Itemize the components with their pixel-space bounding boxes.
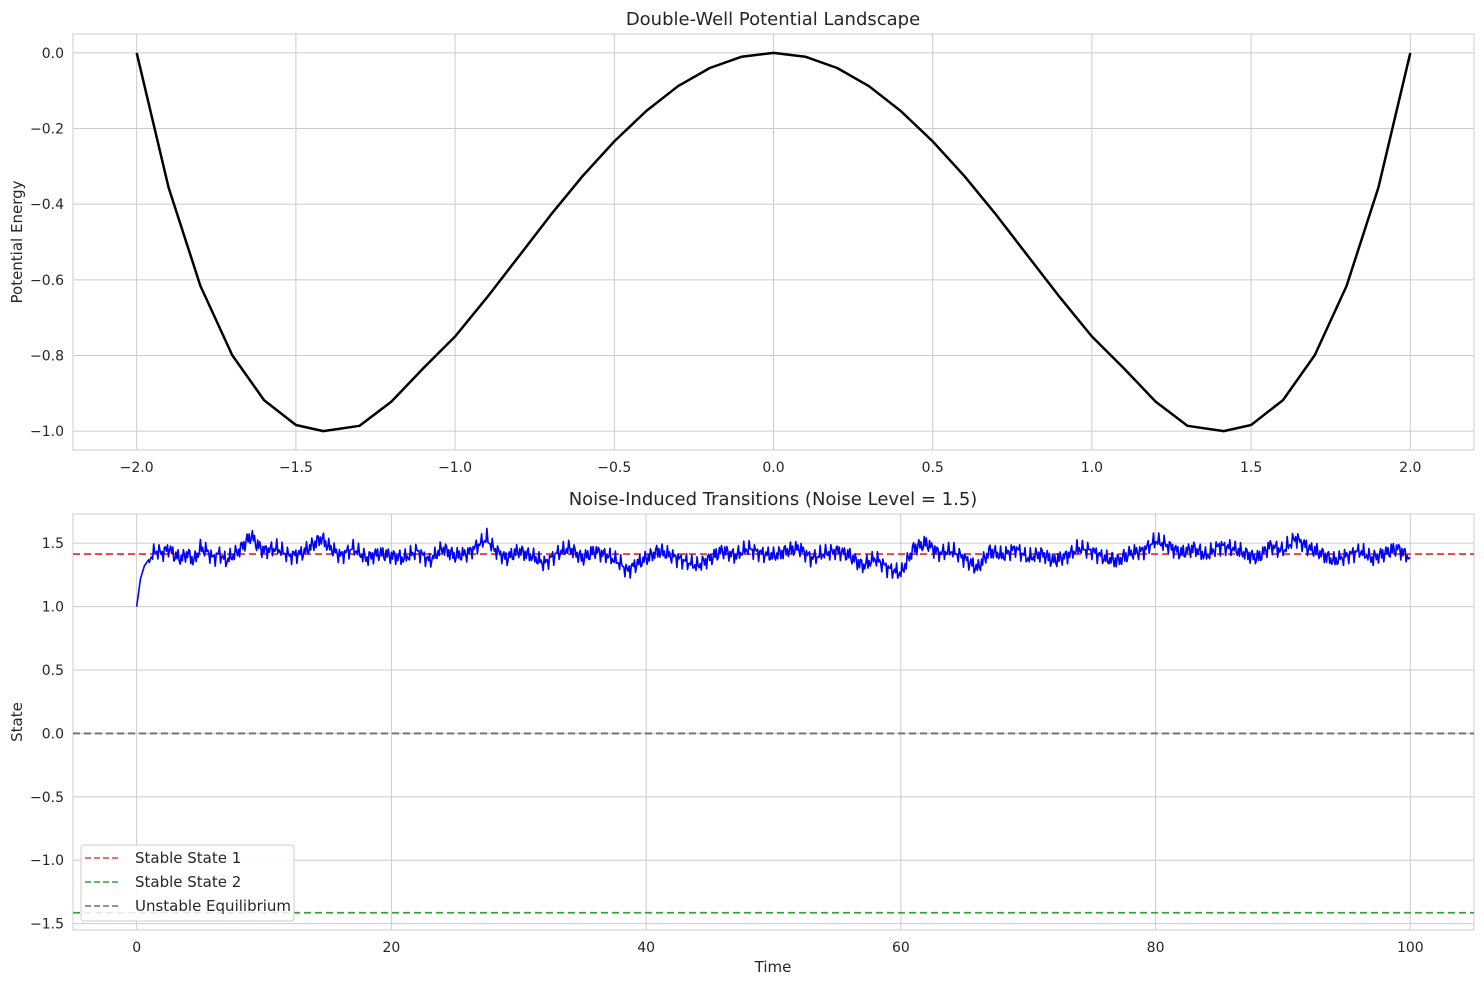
transitions-title: Noise-Induced Transitions (Noise Level =… — [569, 489, 978, 510]
x-tick-label: 100 — [1397, 940, 1424, 956]
x-tick-label: 2.0 — [1399, 460, 1421, 476]
legend-label-stable-1: Stable State 1 — [135, 849, 241, 867]
y-tick-label: 0.5 — [42, 663, 64, 679]
x-tick-label: −2.0 — [120, 460, 154, 476]
potential-y-ticks: 0.0 −0.2 −0.4 −0.6 −0.8 −1.0 — [30, 46, 64, 440]
x-tick-label: −1.5 — [279, 460, 313, 476]
y-tick-label: 1.5 — [42, 536, 64, 552]
y-tick-label: −0.6 — [30, 273, 64, 289]
legend-label-unstable: Unstable Equilibrium — [135, 897, 291, 915]
potential-axes: −2.0 −1.5 −1.0 −0.5 0.0 0.5 1.0 1.5 2.0 0.0 −0.2 −… — [8, 9, 1475, 476]
y-tick-label: 0.0 — [42, 726, 64, 742]
x-tick-label: 60 — [892, 940, 910, 956]
x-tick-label: 0.5 — [922, 460, 944, 476]
x-tick-label: 40 — [637, 940, 655, 956]
y-tick-label: −0.8 — [30, 348, 64, 364]
y-tick-label: −1.0 — [30, 853, 64, 869]
x-tick-label: 0 — [132, 940, 141, 956]
transitions-series — [73, 527, 1474, 914]
y-tick-label: −1.0 — [30, 424, 64, 440]
y-tick-label: −0.5 — [30, 790, 64, 806]
legend-box — [80, 844, 295, 922]
potential-frame — [72, 33, 1475, 451]
y-tick-label: −0.2 — [30, 122, 64, 138]
legend-label-stable-2: Stable State 2 — [135, 873, 241, 891]
x-tick-label: 0.0 — [762, 460, 784, 476]
y-tick-label: −1.5 — [30, 917, 64, 933]
state-trajectory — [135, 527, 1411, 607]
transitions-xlabel: Time — [754, 958, 792, 976]
y-tick-label: 1.0 — [42, 600, 64, 616]
transitions-y-ticks: 1.5 1.0 0.5 0.0 −0.5 −1.0 −1.5 — [30, 536, 64, 932]
legend: Stable State 1 Stable State 2 Unstable E… — [80, 844, 295, 922]
y-tick-label: −0.4 — [30, 197, 64, 213]
transitions-frame — [72, 513, 1475, 931]
x-tick-label: 1.5 — [1240, 460, 1262, 476]
transitions-ylabel: State — [8, 702, 26, 742]
x-tick-label: −0.5 — [597, 460, 631, 476]
x-tick-label: 1.0 — [1081, 460, 1103, 476]
potential-series — [135, 51, 1412, 433]
potential-x-ticks: −2.0 −1.5 −1.0 −0.5 0.0 0.5 1.0 1.5 2.0 — [120, 460, 1422, 476]
transitions-x-ticks: 0 20 40 60 80 100 — [132, 940, 1423, 956]
transitions-axes: 0 20 40 60 80 100 1.5 1.0 0.5 0.0 −0.5 −1.0 −1.5 No… — [8, 489, 1475, 976]
x-tick-label: 20 — [382, 940, 400, 956]
x-tick-label: −1.0 — [438, 460, 472, 476]
potential-ylabel: Potential Energy — [8, 180, 26, 303]
potential-title: Double-Well Potential Landscape — [626, 9, 920, 30]
potential-curve — [135, 51, 1412, 433]
x-tick-label: 80 — [1147, 940, 1165, 956]
y-tick-label: 0.0 — [42, 46, 64, 62]
